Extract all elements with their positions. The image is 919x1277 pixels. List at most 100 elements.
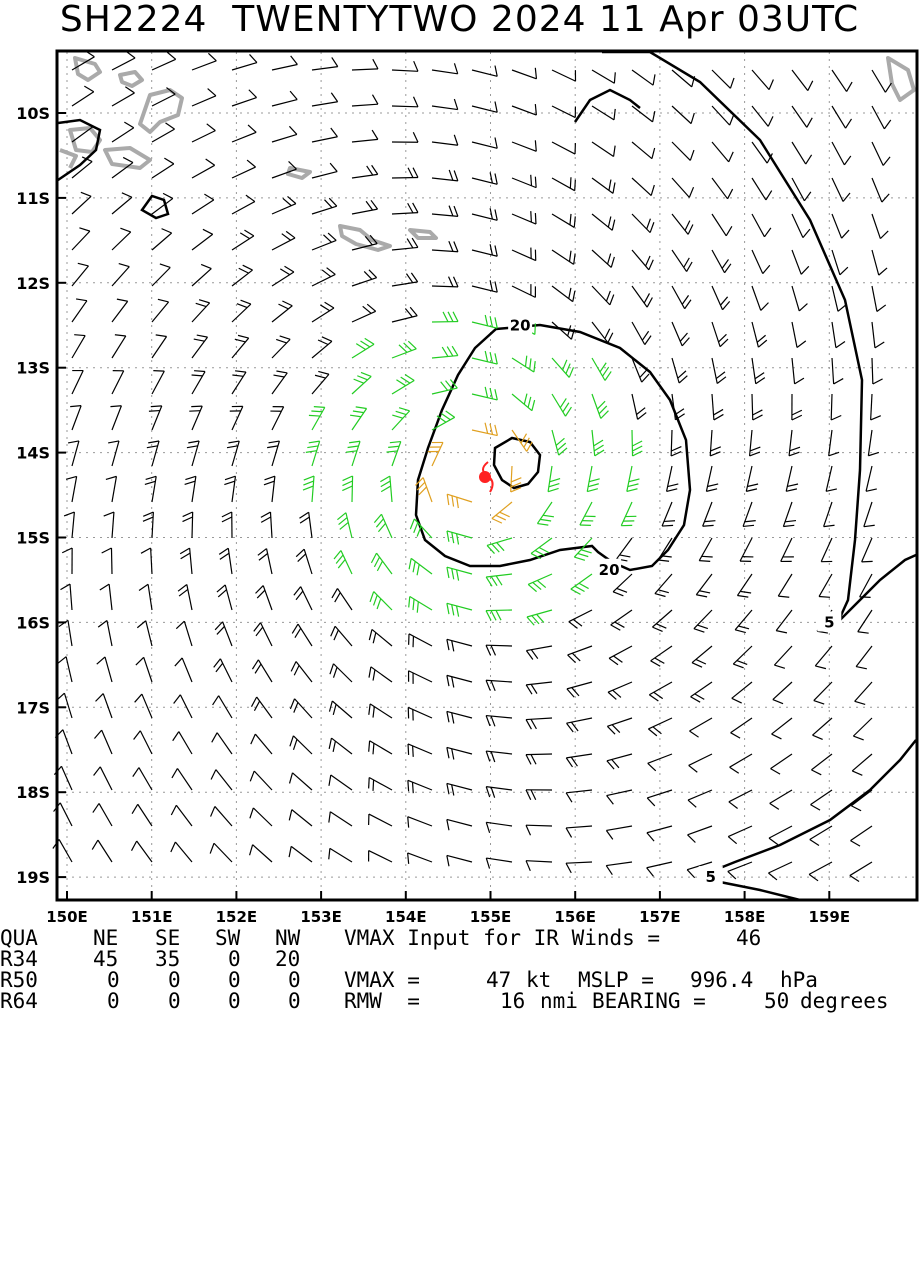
wind-barb — [337, 513, 352, 538]
barb-staff — [872, 322, 875, 348]
barb-staff — [432, 417, 455, 430]
wind-barb — [821, 538, 832, 562]
barb-flag — [392, 415, 403, 418]
barb-flag — [294, 587, 301, 596]
barb-flag — [64, 512, 74, 516]
barb-flag — [178, 585, 187, 592]
barb-flag — [104, 512, 114, 516]
barb-staff — [255, 734, 272, 754]
barb-flag — [527, 617, 534, 625]
barb-flag — [250, 845, 253, 856]
barb-flag — [571, 722, 578, 731]
barb-staff — [792, 250, 801, 274]
wind-barb — [369, 741, 392, 755]
wind-barb — [792, 358, 804, 384]
barb-flag — [366, 201, 373, 210]
barb-flag — [612, 220, 614, 231]
barb-staff — [261, 623, 272, 646]
barb-flag — [329, 738, 331, 749]
barb-staff — [192, 165, 215, 178]
row-label: R34 — [0, 948, 38, 970]
wind-barb — [432, 135, 458, 145]
barb-flag — [370, 592, 374, 602]
wind-barb — [632, 358, 649, 382]
wind-barb — [850, 826, 872, 846]
barb-flag — [535, 140, 536, 151]
wind-barb — [408, 853, 432, 864]
barb-staff — [182, 658, 192, 682]
barb-staff — [72, 441, 79, 466]
barb-staff — [712, 70, 730, 88]
barb-flag — [261, 512, 271, 517]
barb-flag — [566, 863, 571, 873]
barb-flag — [662, 525, 673, 526]
wind-barb — [258, 549, 272, 574]
barb-flag — [573, 619, 582, 626]
barb-flag — [658, 560, 669, 561]
barb-staff — [258, 660, 272, 682]
barb-staff — [107, 620, 112, 646]
barb-flag — [369, 704, 370, 715]
barb-flag — [785, 521, 796, 522]
wind-barb — [352, 270, 377, 286]
barb-flag — [877, 305, 886, 312]
wind-barb — [632, 250, 653, 270]
barb-flag — [500, 512, 510, 517]
barb-flag — [838, 304, 847, 311]
barb-flag — [413, 599, 414, 610]
barb-staff — [68, 620, 72, 646]
barb-flag — [278, 304, 288, 309]
wind-barb — [185, 476, 196, 502]
barb-staff — [712, 394, 714, 420]
barb-staff — [512, 70, 536, 79]
barb-flag — [680, 333, 687, 341]
barb-flag — [768, 873, 777, 880]
barb-staff — [72, 336, 85, 358]
nw-header: NW — [275, 927, 300, 949]
barb-flag — [664, 521, 675, 522]
wind-barb — [211, 770, 232, 790]
contour-5kt-sw — [700, 740, 916, 876]
barb-flag — [627, 489, 638, 492]
wind-barb — [290, 699, 312, 718]
wind-barb — [608, 682, 632, 699]
wind-barb — [272, 371, 287, 394]
wind-barb — [699, 538, 712, 561]
barb-flag — [847, 82, 853, 92]
wind-barb — [566, 862, 592, 873]
barb-staff — [447, 855, 472, 862]
barb-staff — [872, 70, 885, 92]
wind-barb — [173, 732, 192, 754]
wind-barb — [472, 351, 497, 364]
wind-barb — [350, 407, 366, 430]
barb-staff — [566, 826, 592, 828]
wind-barb — [352, 95, 378, 106]
wind-barb — [512, 394, 535, 411]
wind-barb — [773, 682, 792, 704]
barb-flag — [527, 442, 532, 452]
barb-staff — [862, 538, 872, 562]
barb-flag — [668, 484, 679, 487]
barb-flag — [831, 416, 841, 420]
barb-flag — [834, 379, 844, 384]
barb-staff — [432, 178, 458, 181]
wind-barb — [152, 335, 167, 358]
barb-flag — [703, 525, 714, 526]
barb-flag — [122, 193, 132, 198]
barb-flag — [409, 558, 411, 569]
barb-flag — [770, 803, 779, 809]
barb-flag — [100, 584, 109, 590]
barb-flag — [447, 711, 449, 722]
barb-flag — [371, 200, 378, 209]
barb-flag — [606, 866, 612, 875]
barb-flag — [334, 630, 338, 640]
wind-barb — [369, 777, 392, 790]
barb-flag — [579, 583, 589, 588]
barb-staff — [333, 664, 352, 682]
x-tick-label: 156E — [554, 908, 596, 924]
barb-flag — [486, 751, 490, 761]
barb-flag — [447, 639, 449, 650]
barb-flag — [652, 627, 662, 631]
wind-barb — [611, 610, 632, 630]
